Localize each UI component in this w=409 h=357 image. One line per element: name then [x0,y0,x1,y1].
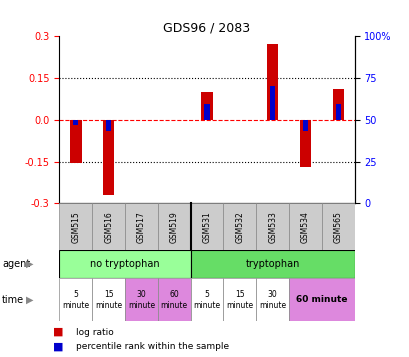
FancyBboxPatch shape [92,203,125,250]
Text: GSM532: GSM532 [235,211,244,242]
Text: tryptophan: tryptophan [245,259,299,269]
Text: GSM534: GSM534 [300,211,309,243]
Title: GDS96 / 2083: GDS96 / 2083 [163,21,250,35]
Bar [204,104,209,120]
Bar [70,120,81,163]
Bar [266,44,278,120]
Text: GSM533: GSM533 [267,211,276,243]
Text: 30
minute: 30 minute [128,290,155,310]
Text: 5
minute: 5 minute [62,290,89,310]
FancyBboxPatch shape [288,278,354,321]
Text: ▶: ▶ [26,295,33,305]
FancyBboxPatch shape [59,278,92,321]
FancyBboxPatch shape [223,278,256,321]
Bar [106,120,111,131]
Text: GSM531: GSM531 [202,211,211,242]
Text: 60 minute: 60 minute [295,295,347,305]
Bar [201,92,212,120]
Bar [103,120,114,195]
Text: 15
minute: 15 minute [95,290,122,310]
FancyBboxPatch shape [190,250,354,278]
Text: GSM519: GSM519 [169,211,178,242]
Text: GSM516: GSM516 [104,211,113,242]
FancyBboxPatch shape [288,203,321,250]
FancyBboxPatch shape [92,278,125,321]
Text: 60
minute: 60 minute [160,290,187,310]
Bar [335,104,340,120]
Text: no tryptophan: no tryptophan [90,259,160,269]
FancyBboxPatch shape [59,203,92,250]
Bar [299,120,310,167]
Bar [302,120,307,131]
Text: ■: ■ [53,327,64,337]
Text: GSM565: GSM565 [333,211,342,243]
FancyBboxPatch shape [190,203,223,250]
Bar [332,89,343,120]
FancyBboxPatch shape [256,203,288,250]
FancyBboxPatch shape [125,278,157,321]
Bar [73,120,78,125]
FancyBboxPatch shape [321,203,354,250]
Text: 30
minute: 30 minute [258,290,285,310]
Bar [270,86,274,120]
Text: agent: agent [2,259,30,269]
Text: percentile rank within the sample: percentile rank within the sample [76,342,228,351]
FancyBboxPatch shape [157,278,190,321]
Text: 15
minute: 15 minute [226,290,253,310]
Text: log ratio: log ratio [76,327,113,337]
FancyBboxPatch shape [223,203,256,250]
Text: GSM517: GSM517 [137,211,146,242]
Text: ■: ■ [53,341,64,351]
FancyBboxPatch shape [190,278,223,321]
FancyBboxPatch shape [125,203,157,250]
Text: 5
minute: 5 minute [193,290,220,310]
FancyBboxPatch shape [256,278,288,321]
Text: GSM515: GSM515 [71,211,80,242]
FancyBboxPatch shape [59,250,190,278]
FancyBboxPatch shape [157,203,190,250]
Text: time: time [2,295,24,305]
Text: ▶: ▶ [26,259,33,269]
